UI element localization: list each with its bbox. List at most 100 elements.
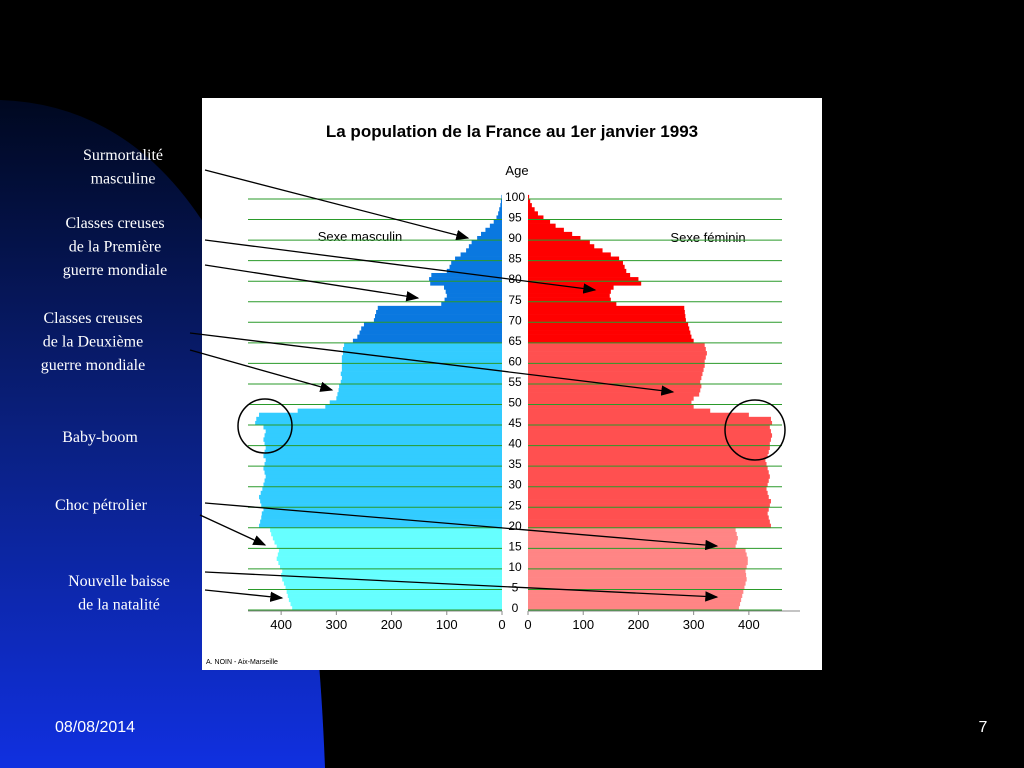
bar — [528, 227, 564, 233]
y-tick-label: 40 — [508, 437, 522, 451]
bar — [528, 581, 746, 586]
x-tick-label: 200 — [628, 617, 650, 632]
bar — [468, 244, 502, 249]
annotation: guerre mondiale — [63, 262, 167, 279]
bar — [528, 560, 748, 566]
bar — [489, 223, 502, 229]
bar — [528, 272, 631, 278]
bar — [528, 371, 703, 377]
bar — [344, 342, 502, 348]
bar — [341, 375, 502, 381]
bar — [278, 548, 502, 553]
y-tick-label: 25 — [508, 498, 522, 512]
bar — [263, 482, 502, 487]
y-tick-label: 20 — [508, 519, 522, 533]
bar — [501, 194, 502, 200]
bar — [528, 355, 706, 360]
bar — [528, 494, 769, 500]
bar — [528, 309, 685, 315]
y-tick-label: 50 — [508, 396, 522, 410]
annotation: Classes creuses — [43, 310, 142, 327]
bar — [493, 219, 502, 224]
y-tick-label: 95 — [508, 211, 522, 225]
bar — [528, 511, 768, 516]
bar — [441, 301, 502, 307]
bar — [329, 400, 502, 405]
x-tick-label: 400 — [270, 617, 292, 632]
bar — [528, 577, 747, 582]
arrow — [189, 332, 675, 396]
bar — [528, 556, 748, 561]
bar — [477, 235, 502, 241]
bar — [528, 264, 625, 270]
annotation: de la Première — [69, 239, 161, 256]
y-tick-label: 45 — [508, 416, 522, 430]
bar — [528, 499, 771, 504]
bar — [263, 425, 502, 430]
x-tick-label: 200 — [381, 617, 403, 632]
bar — [263, 507, 502, 512]
bar — [272, 536, 502, 541]
annotation: Surmortalité — [83, 147, 163, 164]
bar — [466, 248, 502, 253]
bar — [528, 527, 736, 533]
bar — [325, 404, 502, 409]
bar — [528, 203, 532, 208]
bar — [528, 207, 535, 212]
bar — [290, 601, 502, 607]
bar — [375, 314, 502, 319]
bar — [340, 371, 502, 377]
y-tick-label: 65 — [508, 334, 522, 348]
bar — [485, 227, 502, 233]
legend-female: Sexe féminin — [670, 230, 745, 245]
bar — [259, 494, 502, 500]
bar — [276, 556, 502, 561]
y-tick-label: 0 — [512, 601, 519, 615]
bar — [259, 523, 502, 529]
bar — [342, 346, 502, 352]
bar — [528, 552, 747, 557]
bar — [270, 527, 502, 533]
bar — [528, 515, 769, 520]
bar — [528, 322, 689, 327]
arrows — [189, 169, 786, 602]
bar — [255, 420, 502, 426]
bar — [265, 445, 502, 451]
annotation: guerre mondiale — [41, 357, 145, 374]
bar — [528, 593, 743, 598]
bar — [528, 601, 741, 607]
bar — [528, 540, 737, 545]
bar — [528, 363, 705, 368]
arrow — [199, 514, 267, 546]
bar — [500, 203, 502, 208]
y-tick-label: 90 — [508, 231, 522, 245]
y-tick-label: 75 — [508, 293, 522, 307]
arrow — [204, 502, 719, 551]
bar — [274, 540, 502, 545]
bar — [528, 338, 694, 344]
bar — [264, 441, 502, 446]
bar — [277, 552, 502, 557]
bar — [528, 211, 538, 216]
bar — [528, 507, 769, 512]
bar — [528, 453, 768, 459]
bar — [528, 379, 701, 385]
y-tick-label: 10 — [508, 560, 522, 574]
bar — [528, 425, 770, 430]
chart-title: La population de la France au 1er janvie… — [326, 122, 698, 141]
bar — [359, 330, 502, 335]
bar — [264, 462, 502, 467]
annotations: Surmortalité masculine Classes creuses de l… — [41, 147, 170, 614]
bar — [528, 305, 685, 311]
bar — [259, 412, 502, 418]
bar — [528, 330, 691, 335]
arrow — [204, 589, 284, 602]
bar — [280, 564, 502, 570]
bar — [528, 445, 770, 451]
bar — [528, 326, 690, 331]
bar — [281, 573, 502, 578]
bar — [430, 281, 502, 286]
bar — [528, 462, 767, 467]
bar — [341, 363, 502, 368]
bar — [287, 593, 502, 598]
